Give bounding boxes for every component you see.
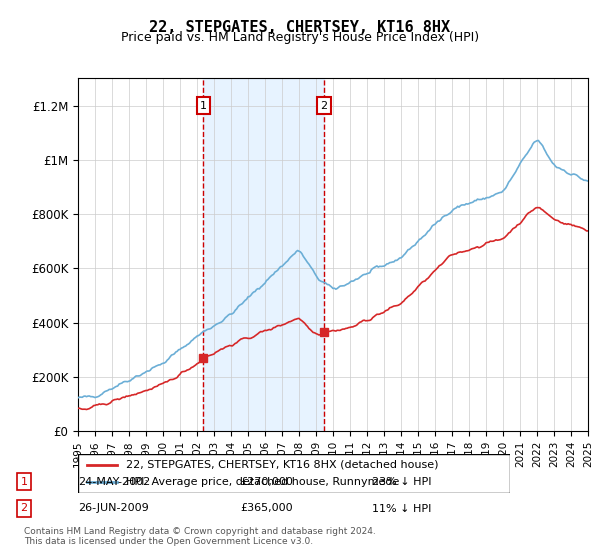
FancyBboxPatch shape [78,454,510,493]
Text: 1: 1 [20,477,28,487]
Text: 11% ↓ HPI: 11% ↓ HPI [372,503,431,514]
Text: 26-JUN-2009: 26-JUN-2009 [78,503,149,514]
Text: HPI: Average price, detached house, Runnymede: HPI: Average price, detached house, Runn… [125,477,399,487]
Text: 1: 1 [200,101,207,110]
Text: Price paid vs. HM Land Registry's House Price Index (HPI): Price paid vs. HM Land Registry's House … [121,31,479,44]
Text: 24-MAY-2002: 24-MAY-2002 [78,477,150,487]
Text: £365,000: £365,000 [240,503,293,514]
Text: 23% ↓ HPI: 23% ↓ HPI [372,477,431,487]
Text: £270,000: £270,000 [240,477,293,487]
Bar [203,78,324,431]
Text: Contains HM Land Registry data © Crown copyright and database right 2024.
This d: Contains HM Land Registry data © Crown c… [24,526,376,546]
Text: 22, STEPGATES, CHERTSEY, KT16 8HX (detached house): 22, STEPGATES, CHERTSEY, KT16 8HX (detac… [125,460,438,470]
Text: 2: 2 [20,503,28,514]
Text: 2: 2 [320,101,328,110]
Text: 22, STEPGATES, CHERTSEY, KT16 8HX: 22, STEPGATES, CHERTSEY, KT16 8HX [149,20,451,35]
